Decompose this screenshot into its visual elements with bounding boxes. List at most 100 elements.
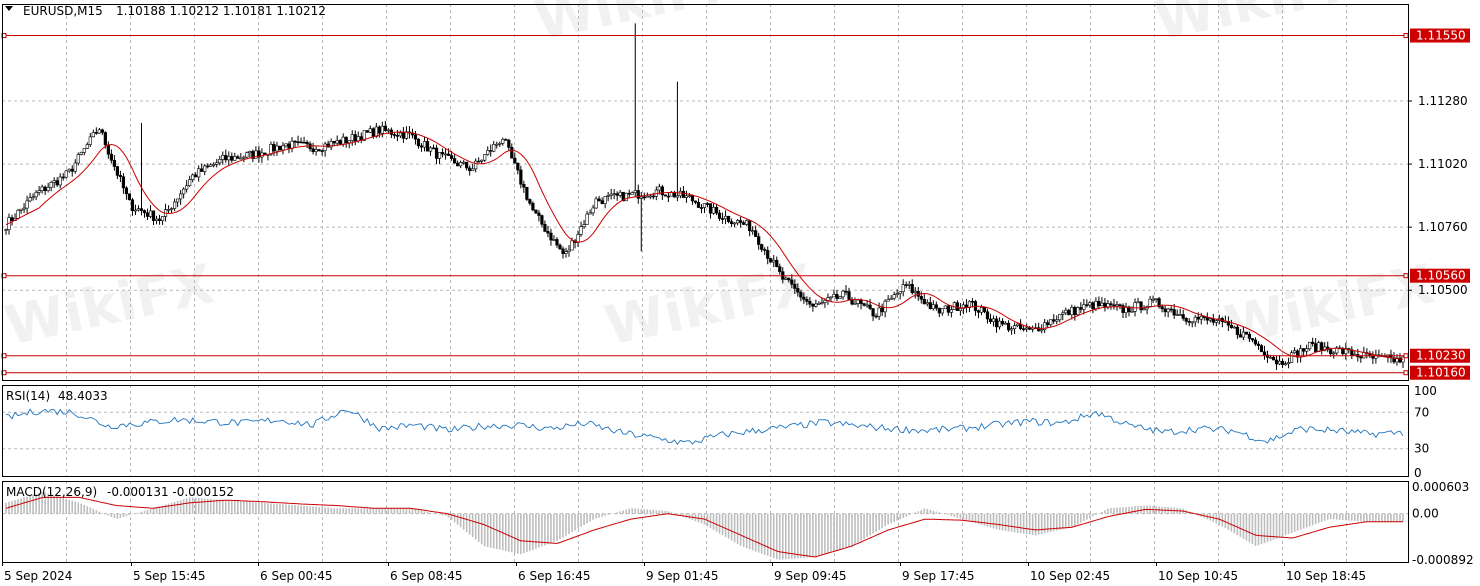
candle-body[interactable]	[862, 303, 866, 306]
candle-body[interactable]	[1009, 328, 1014, 331]
candle-body[interactable]	[453, 158, 457, 164]
candle-body[interactable]	[1302, 348, 1306, 352]
candle-body[interactable]	[1169, 308, 1173, 311]
candle-body[interactable]	[1229, 324, 1233, 328]
candle-body[interactable]	[188, 179, 192, 187]
candle-body[interactable]	[281, 145, 285, 151]
candle-body[interactable]	[1085, 304, 1089, 306]
candle-body[interactable]	[745, 220, 749, 225]
candle-body[interactable]	[76, 154, 80, 164]
candle-body[interactable]	[558, 244, 562, 250]
candle-body[interactable]	[814, 303, 818, 307]
candle-body[interactable]	[344, 136, 348, 144]
candle-body[interactable]	[419, 145, 424, 148]
candle-body[interactable]	[362, 130, 366, 141]
candle-body[interactable]	[272, 144, 276, 152]
candle-body[interactable]	[1332, 352, 1336, 355]
candle-body[interactable]	[73, 162, 77, 172]
candle-body[interactable]	[720, 218, 725, 220]
candle-body[interactable]	[1184, 318, 1188, 322]
candle-body[interactable]	[832, 294, 836, 298]
candle-body[interactable]	[392, 134, 396, 136]
candle-body[interactable]	[437, 152, 442, 159]
candle-body[interactable]	[79, 152, 83, 155]
candle-body[interactable]	[85, 144, 89, 149]
candle-body[interactable]	[251, 151, 255, 159]
candle-body[interactable]	[1052, 319, 1056, 322]
candle-body[interactable]	[645, 195, 649, 198]
candle-body[interactable]	[52, 180, 56, 183]
candle-body[interactable]	[1013, 325, 1017, 329]
candle-body[interactable]	[886, 299, 890, 302]
candle-body[interactable]	[868, 304, 872, 309]
candle-body[interactable]	[531, 202, 535, 211]
candle-body[interactable]	[769, 258, 773, 263]
candle-body[interactable]	[1000, 320, 1005, 325]
candle-body[interactable]	[1196, 316, 1200, 320]
candle-body[interactable]	[979, 306, 984, 313]
candle-body[interactable]	[537, 212, 541, 216]
candle-body[interactable]	[760, 244, 764, 250]
candle-body[interactable]	[1100, 302, 1104, 307]
candle-body[interactable]	[1314, 343, 1318, 352]
candle-body[interactable]	[293, 140, 297, 143]
candle-body[interactable]	[1037, 327, 1041, 332]
candle-body[interactable]	[31, 196, 35, 199]
candle-body[interactable]	[209, 164, 213, 167]
candle-body[interactable]	[1190, 321, 1194, 324]
candle-body[interactable]	[666, 195, 670, 198]
candle-body[interactable]	[618, 191, 622, 196]
candle-body[interactable]	[552, 239, 556, 241]
candle-body[interactable]	[1118, 304, 1122, 306]
candle-body[interactable]	[1326, 346, 1330, 350]
candle-body[interactable]	[922, 298, 926, 305]
candle-body[interactable]	[1211, 318, 1215, 323]
candle-body[interactable]	[708, 203, 713, 214]
candle-body[interactable]	[784, 277, 788, 280]
candle-body[interactable]	[1088, 302, 1092, 306]
candle-body[interactable]	[1073, 307, 1077, 315]
candle-body[interactable]	[570, 240, 574, 251]
candle-body[interactable]	[874, 315, 878, 318]
candle-body[interactable]	[25, 200, 29, 209]
candle-body[interactable]	[61, 176, 65, 179]
candle-body[interactable]	[486, 150, 490, 155]
candle-body[interactable]	[519, 169, 523, 185]
candle-body[interactable]	[115, 166, 119, 176]
candle-body[interactable]	[507, 139, 511, 148]
candle-body[interactable]	[305, 141, 309, 145]
candle-body[interactable]	[823, 300, 827, 303]
candle-body[interactable]	[1148, 298, 1152, 307]
candle-body[interactable]	[233, 156, 237, 161]
candle-body[interactable]	[395, 135, 399, 137]
candle-body[interactable]	[847, 291, 851, 300]
candle-body[interactable]	[465, 161, 469, 169]
candle-body[interactable]	[913, 290, 917, 294]
candle-body[interactable]	[729, 221, 734, 224]
candle-body[interactable]	[949, 309, 953, 313]
candle-body[interactable]	[880, 307, 884, 313]
candle-body[interactable]	[127, 193, 132, 201]
candle-body[interactable]	[994, 318, 999, 328]
candle-body[interactable]	[1199, 316, 1203, 320]
candle-body[interactable]	[109, 153, 113, 161]
candle-body[interactable]	[166, 209, 171, 211]
candle-body[interactable]	[88, 136, 92, 145]
candle-body[interactable]	[1163, 308, 1167, 313]
candle-body[interactable]	[218, 159, 222, 164]
candle-body[interactable]	[492, 144, 496, 152]
candle-body[interactable]	[591, 207, 595, 214]
candle-body[interactable]	[748, 220, 752, 232]
candle-body[interactable]	[1079, 307, 1083, 310]
candle-body[interactable]	[1121, 305, 1125, 313]
candle-body[interactable]	[67, 168, 71, 172]
candle-body[interactable]	[1025, 327, 1029, 330]
candle-body[interactable]	[212, 164, 216, 166]
candle-body[interactable]	[182, 188, 186, 195]
candle-body[interactable]	[1055, 319, 1059, 322]
candle-body[interactable]	[1311, 341, 1315, 344]
candle-body[interactable]	[898, 291, 902, 294]
candle-body[interactable]	[43, 186, 47, 191]
candle-body[interactable]	[489, 150, 493, 152]
candle-body[interactable]	[525, 186, 529, 200]
